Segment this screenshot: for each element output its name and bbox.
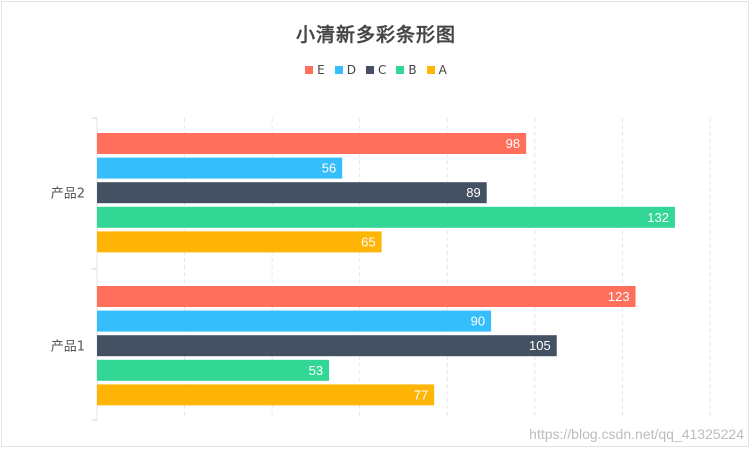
data-label: 132 [647, 210, 669, 225]
legend-label: B [408, 63, 417, 77]
data-label: 56 [322, 161, 336, 176]
legend-swatch [366, 66, 374, 74]
bar-产品2-d[interactable] [97, 157, 343, 179]
legend-item-b[interactable]: B [396, 63, 417, 77]
data-label: 98 [506, 136, 520, 151]
legend-label: E [317, 63, 325, 77]
bar-产品2-e[interactable] [97, 133, 527, 154]
data-label: 89 [466, 185, 480, 200]
watermark: https://blog.csdn.net/qq_41325224 [529, 426, 744, 442]
legend-swatch [334, 66, 343, 74]
bar-产品1-d[interactable] [97, 310, 492, 332]
legend-label: A [438, 63, 447, 77]
legend-label: C [378, 63, 387, 77]
bar-产品2-b[interactable] [97, 206, 675, 228]
bar-产品2-a[interactable] [97, 231, 382, 253]
chart-title: 小清新多彩条形图 [295, 24, 456, 46]
legend-item-e[interactable]: E [305, 63, 325, 77]
data-label: 123 [608, 289, 630, 304]
bar-产品1-b[interactable] [97, 359, 330, 381]
category-label: 产品2 [51, 187, 85, 202]
legend-swatch [305, 66, 314, 74]
bar-产品1-e[interactable] [97, 286, 636, 307]
bar-产品1-a[interactable] [97, 384, 435, 406]
legend-swatch [426, 66, 435, 74]
bar-产品1-c[interactable] [97, 335, 557, 357]
data-label: 53 [309, 363, 323, 378]
legend-swatch [396, 66, 405, 74]
legend-item-a[interactable]: A [426, 63, 447, 77]
data-label: 77 [414, 387, 428, 402]
bar-产品2-c[interactable] [97, 182, 487, 204]
data-label: 105 [529, 338, 551, 353]
category-label: 产品1 [51, 340, 85, 355]
data-label: 65 [361, 234, 375, 249]
legend-item-d[interactable]: D [334, 63, 356, 77]
legend-item-c[interactable]: C [366, 63, 386, 77]
legend-label: D [346, 63, 356, 77]
data-label: 90 [471, 314, 485, 329]
